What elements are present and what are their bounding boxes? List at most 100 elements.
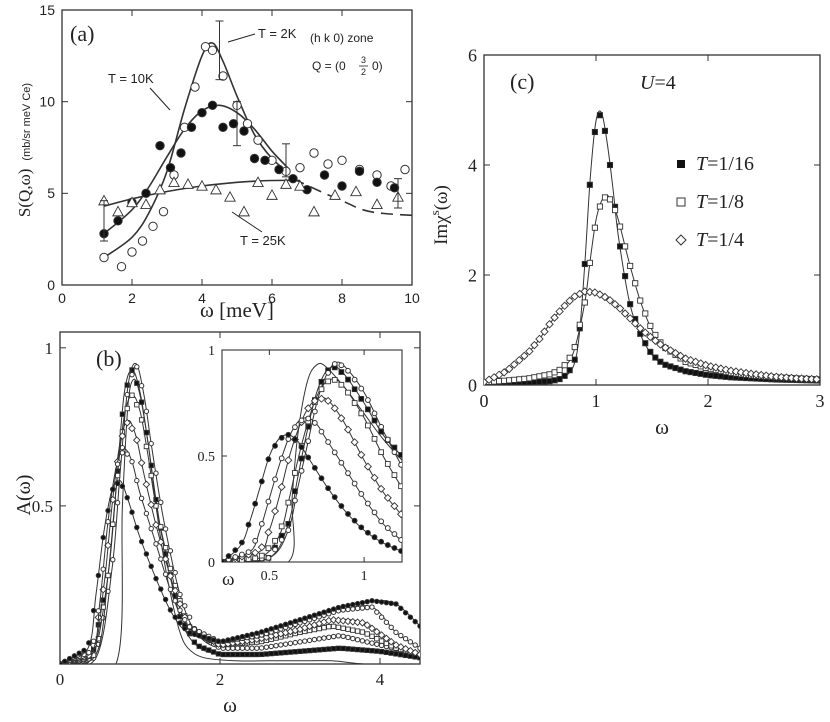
- data-point: [696, 359, 705, 368]
- data-point: [252, 500, 259, 507]
- data-point: [278, 434, 285, 441]
- data-point: [295, 162, 305, 173]
- data-point: [311, 636, 318, 643]
- data-point: [238, 551, 245, 558]
- data-point: [142, 480, 151, 489]
- data-point: [308, 205, 320, 217]
- data-point: [167, 586, 174, 593]
- data-point: [278, 623, 284, 629]
- data-point: [317, 394, 326, 403]
- data-point: [388, 624, 394, 631]
- panel-b-plot: [60, 362, 420, 664]
- data-point: [264, 528, 273, 537]
- data-point: [138, 399, 145, 405]
- data-point: [751, 370, 761, 379]
- data-point: [411, 648, 420, 657]
- data-point: [114, 480, 121, 487]
- data-point: [137, 459, 146, 467]
- label-t25k: T = 25K: [240, 233, 286, 248]
- data-point: [186, 122, 197, 133]
- series-curve-7: [222, 431, 402, 562]
- data-point: [319, 170, 330, 180]
- data-point: [350, 635, 356, 642]
- data-point: [292, 470, 298, 476]
- data-point: [263, 651, 270, 657]
- data-point: [152, 521, 160, 529]
- data-point: [605, 296, 615, 305]
- data-point: [265, 498, 272, 505]
- data-point: [172, 598, 178, 604]
- data-point: [311, 408, 318, 415]
- series-curve-6: [222, 415, 402, 562]
- data-point: [726, 366, 736, 376]
- data-point: [158, 556, 164, 562]
- data-point: [66, 655, 73, 662]
- data-point: [245, 521, 252, 528]
- panel-a-ylabel: S(Q,ω) (mb/sr meV Ce): [15, 83, 34, 217]
- data-point: [148, 525, 154, 532]
- data-point: [691, 357, 700, 367]
- data-point: [311, 612, 318, 618]
- data-point: [365, 406, 371, 413]
- data-point: [581, 260, 588, 268]
- data-point: [225, 637, 231, 643]
- data-point: [384, 542, 391, 548]
- data-point: [541, 372, 548, 379]
- x-tick-label: 2: [216, 670, 225, 689]
- data-point: [100, 534, 106, 541]
- data-point: [767, 372, 776, 381]
- data-point: [717, 373, 724, 380]
- data-point: [550, 313, 559, 322]
- data-point: [666, 346, 675, 355]
- data-point: [617, 243, 624, 250]
- data-point: [382, 634, 391, 643]
- data-point: [354, 637, 361, 643]
- data-point: [531, 374, 538, 381]
- data-point: [330, 404, 339, 413]
- data-point: [364, 397, 371, 403]
- data-point: [647, 348, 654, 355]
- data-point: [812, 375, 820, 384]
- data-point: [412, 618, 418, 625]
- data-point: [148, 472, 154, 479]
- data-point: [244, 632, 250, 639]
- data-point: [391, 472, 398, 478]
- data-point: [316, 636, 322, 642]
- data-point: [515, 355, 524, 365]
- data-point: [225, 651, 231, 658]
- data-point: [391, 531, 398, 537]
- y-tick-label: 0.5: [198, 450, 216, 465]
- data-point: [651, 336, 660, 345]
- data-point: [265, 554, 272, 561]
- data-point: [672, 364, 679, 372]
- data-point: [137, 236, 148, 246]
- data-point: [371, 417, 378, 424]
- data-point: [338, 459, 345, 466]
- data-point: [358, 385, 365, 392]
- data-point: [138, 383, 145, 389]
- data-point: [249, 631, 255, 637]
- data-point: [335, 604, 342, 611]
- data-point: [596, 112, 603, 119]
- data-point: [272, 546, 278, 553]
- data-point: [206, 647, 212, 653]
- data-point: [156, 538, 165, 546]
- panel-a-frame: [61, 9, 413, 286]
- series-curve-7: [60, 479, 420, 664]
- data-point: [377, 631, 386, 639]
- data-point: [305, 454, 312, 461]
- data-point: [330, 633, 337, 640]
- data-point: [297, 648, 303, 655]
- data-point: [601, 127, 609, 134]
- data-point: [374, 641, 380, 647]
- data-point: [318, 475, 325, 482]
- y-tick-label: 1: [208, 344, 215, 359]
- data-point: [596, 203, 603, 210]
- data-point: [99, 252, 109, 263]
- data-point: [364, 631, 370, 637]
- data-point: [196, 643, 202, 649]
- data-point: [278, 642, 284, 648]
- data-point: [128, 424, 136, 433]
- data-point: [369, 648, 375, 654]
- data-point: [234, 634, 241, 641]
